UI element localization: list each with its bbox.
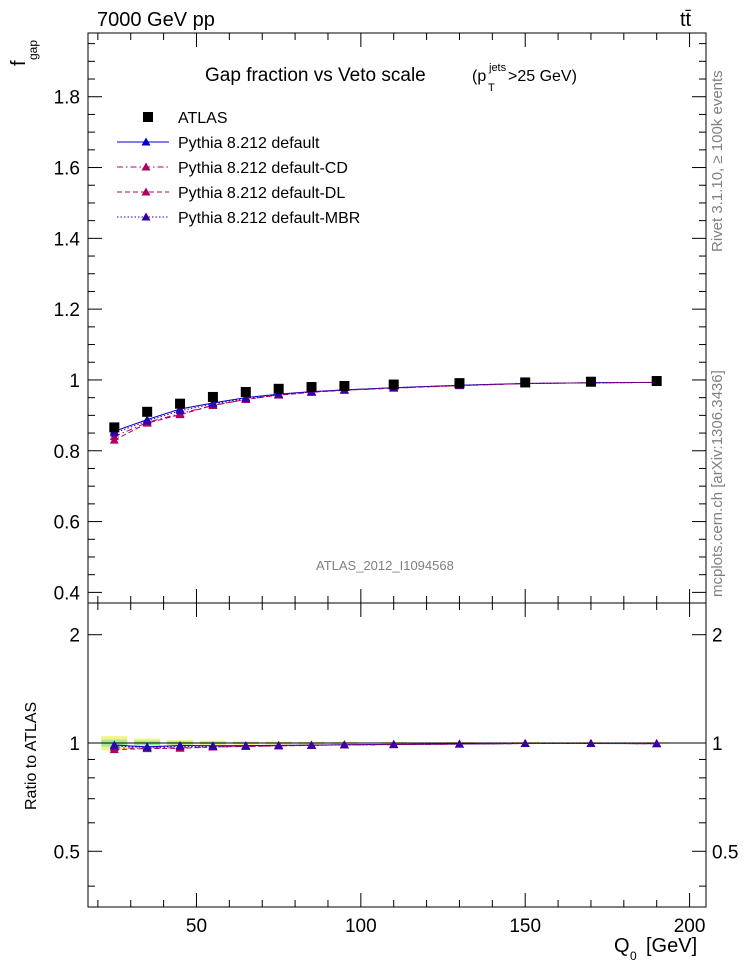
legend-label-0: Pythia 8.212 default	[178, 135, 320, 152]
ratio-point-3	[241, 741, 251, 750]
process-label: tt̄	[680, 9, 692, 31]
series-point-3	[142, 416, 152, 425]
y-tick-label: 1.4	[54, 229, 81, 250]
ratio-point-3	[586, 738, 596, 747]
series-point-3	[274, 389, 284, 398]
data-point	[142, 406, 153, 417]
x-axis-label-unit: [GeV]	[646, 935, 697, 957]
ratio-y-tick-label: 2	[69, 626, 80, 647]
legend-label-3: Pythia 8.212 default-MBR	[178, 210, 360, 227]
legend-marker-1	[141, 162, 151, 171]
ratio-point-3	[520, 738, 530, 747]
series-line-0	[114, 381, 657, 432]
series-point-3	[241, 393, 251, 402]
y-tick-label: 0.4	[54, 583, 81, 604]
y-tick-label: 0.8	[54, 442, 80, 463]
series-point-3	[175, 406, 185, 415]
x-axis-label-main: Q	[614, 935, 630, 957]
y-axis-label-sub: gap	[26, 40, 40, 60]
y-tick-label: 0.6	[54, 513, 80, 534]
ratio-y-label: Ratio to ATLAS	[23, 702, 40, 810]
y-tick-label: 1.6	[54, 159, 80, 180]
data-point	[175, 398, 186, 409]
legend-marker-data	[143, 112, 153, 122]
rivet-label: Rivet 3.1.10, ≥ 100k events	[709, 70, 726, 252]
ratio-y-tick-label-right: 1	[712, 734, 723, 755]
ratio-point-3	[454, 739, 464, 748]
series-line-1	[114, 381, 657, 438]
title-cut-tail: >25 GeV)	[508, 68, 577, 85]
x-tick-label: 200	[674, 916, 706, 937]
ratio-point-3	[175, 741, 185, 750]
ratio-y-tick-label-right: 0.5	[712, 842, 738, 863]
x-tick-label: 100	[345, 916, 377, 937]
title-cut-text: (p	[472, 68, 486, 85]
data-point	[306, 382, 317, 393]
chart-title-text: Gap fraction vs Veto scale	[205, 65, 426, 86]
ratio-point-3	[652, 739, 662, 748]
ratio-frame	[87, 602, 707, 908]
ratio-point-3	[208, 741, 218, 750]
ratio-point-3	[339, 740, 349, 749]
x-tick-label: 50	[186, 916, 207, 937]
legend-label-data: ATLAS	[178, 110, 228, 127]
legend-marker-0	[141, 137, 151, 146]
x-axis-label: Q 0 [GeV]	[614, 935, 697, 963]
data-point	[339, 380, 350, 391]
x-tick-label: 150	[509, 916, 541, 937]
y-tick-label: 1	[69, 371, 80, 392]
ratio-point-3	[109, 741, 119, 750]
y-axis-label-main: f	[8, 60, 30, 66]
ratio-point-3	[274, 741, 284, 750]
y-tick-label: 1.8	[54, 88, 80, 109]
ratio-point-3	[142, 743, 152, 752]
data-point	[520, 377, 531, 388]
data-point	[651, 376, 662, 387]
ratio-panel: 0.5 0.5 1 1 2 2	[54, 602, 738, 908]
legend: ATLAS Pythia 8.212 default Pythia 8.212 de…	[117, 110, 360, 227]
series-line-3	[114, 381, 657, 434]
series-point-3	[208, 399, 218, 408]
series-line-2	[114, 381, 657, 441]
energy-label: 7000 GeV pp	[97, 9, 215, 31]
series-point-2	[109, 435, 119, 444]
analysis-tag: ATLAS_2012_I1094568	[316, 558, 454, 573]
data-point	[240, 386, 251, 397]
legend-marker-2	[141, 187, 151, 196]
data-point	[585, 376, 596, 387]
mcplots-label: mcplots.cern.ch [arXiv:1306.3436]	[709, 370, 726, 597]
data-point	[388, 379, 399, 390]
y-tick-label: 1.2	[54, 300, 80, 321]
chart-title: Gap fraction vs Veto scale (p jets T >25…	[205, 62, 577, 94]
x-axis-label-sub: 0	[630, 949, 637, 963]
ratio-point-3	[307, 740, 317, 749]
ratio-y-tick-label: 1	[69, 734, 80, 755]
ratio-point-3	[389, 739, 399, 748]
data-point	[273, 383, 284, 394]
legend-marker-3	[141, 212, 151, 221]
legend-label-1: Pythia 8.212 default-CD	[178, 160, 348, 177]
title-cut-sub: T	[488, 82, 495, 94]
data-point	[454, 378, 465, 389]
data-point	[207, 391, 218, 402]
title-cut-sup: jets	[488, 62, 507, 74]
main-panel: 0.4 0.6 0.8 1 1.2 1.4 1.6 1.8	[54, 32, 707, 604]
data-point	[109, 422, 120, 433]
series-point-3	[109, 428, 119, 437]
y-axis-label: f gap	[8, 40, 40, 66]
ratio-y-tick-label: 0.5	[54, 842, 80, 863]
legend-label-2: Pythia 8.212 default-DL	[178, 185, 345, 202]
ratio-y-tick-label-right: 2	[712, 626, 723, 647]
